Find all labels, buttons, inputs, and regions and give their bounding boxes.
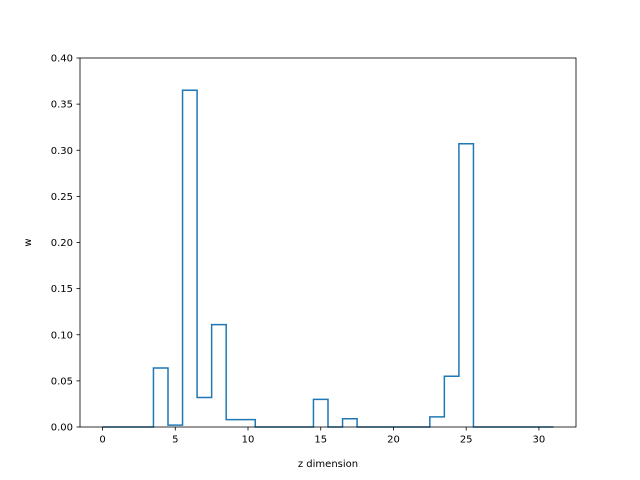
x-axis-ticks: 0 5 10 15 20 25 30 [99,427,545,446]
y-axis-label: w [23,238,34,246]
x-tick-label: 15 [314,435,327,446]
y-axis-ticks: 0.00 0.05 0.10 0.15 0.20 0.25 0.30 0.35 0.40 [51,54,80,434]
axes-frame [79,57,577,428]
x-tick-label: 25 [460,435,473,446]
plot-area [102,89,554,428]
y-tick-label: 0.30 [51,146,73,157]
y-tick-label: 0.15 [51,284,73,295]
x-axis-label: z dimension [298,459,358,470]
y-tick-label: 0.40 [51,54,73,65]
y-tick-label: 0.00 [51,423,73,434]
x-tick-label: 5 [172,435,178,446]
series-line-0 [102,89,554,428]
y-tick-label: 0.10 [51,330,73,341]
x-tick-label: 20 [387,435,400,446]
y-tick-label: 0.20 [51,238,73,249]
x-tick-label: 30 [533,435,546,446]
y-tick-label: 0.35 [51,100,73,111]
y-tick-label: 0.25 [51,192,73,203]
y-tick-label: 0.05 [51,376,73,387]
x-tick-label: 10 [242,435,255,446]
x-tick-label: 0 [99,435,105,446]
